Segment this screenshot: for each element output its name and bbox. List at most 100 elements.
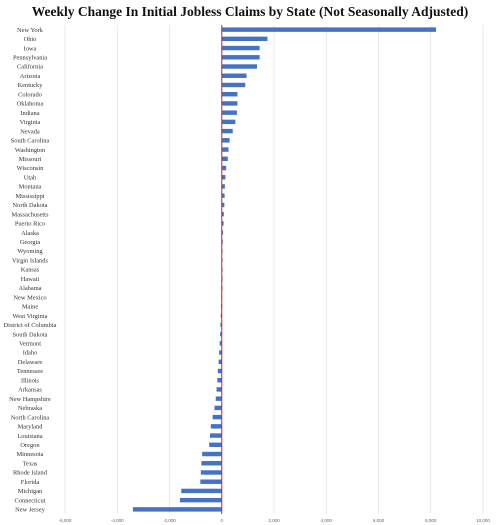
category-label: Illinois	[21, 377, 40, 384]
bar	[215, 396, 222, 401]
category-label: Nebraska	[18, 405, 42, 412]
bar	[221, 110, 237, 115]
category-label: Idaho	[23, 350, 38, 357]
bar	[221, 202, 225, 208]
bar	[209, 442, 222, 448]
category-label: Virginia	[20, 119, 41, 126]
bar	[221, 82, 246, 88]
category-label: Rhode Island	[13, 470, 48, 477]
bar	[218, 359, 222, 364]
x-tick-label: 10,000	[476, 518, 490, 523]
category-label: North Carolina	[11, 414, 50, 421]
category-label: South Dakota	[13, 331, 48, 338]
bar	[200, 470, 222, 475]
category-label: Puerto Rico	[15, 221, 45, 228]
category-label: North Dakota	[13, 202, 48, 209]
category-label: Alaska	[21, 230, 39, 237]
x-tick-label: 8,000	[425, 518, 437, 523]
bar	[216, 387, 222, 392]
bar	[221, 165, 227, 171]
category-label: Texas	[23, 460, 38, 467]
category-label: Washington	[15, 147, 46, 154]
category-label: Colorado	[18, 91, 42, 98]
bar	[212, 414, 222, 420]
bar	[221, 119, 236, 125]
bar	[221, 45, 260, 51]
bar	[221, 101, 238, 106]
bar	[221, 27, 436, 32]
category-label: Florida	[21, 479, 40, 486]
bar	[220, 331, 222, 337]
category-label: Maryland	[18, 424, 44, 431]
bar	[201, 461, 222, 466]
bar	[217, 368, 222, 374]
bar	[179, 497, 222, 503]
bar	[132, 507, 222, 512]
x-tick-label: 0	[220, 518, 223, 523]
bar	[221, 184, 225, 189]
category-label: Maine	[22, 304, 38, 311]
bar	[221, 128, 233, 134]
category-label: Michigan	[18, 488, 43, 495]
category-label: Georgia	[20, 239, 41, 246]
bar	[221, 55, 260, 60]
category-label: Alabama	[18, 285, 41, 292]
bar	[221, 64, 258, 69]
x-axis-tick-labels: -6,000 -4,000 -2,000 0 2,000 4,000 6,000 8,000 1…	[59, 518, 491, 523]
bar	[221, 175, 226, 180]
gridlines	[64, 25, 484, 514]
bar	[200, 479, 222, 484]
category-label: Louisiana	[17, 433, 42, 440]
category-label: Oklahoma	[17, 101, 44, 108]
category-label: Utah	[24, 174, 37, 181]
category-label: Kentucky	[18, 82, 44, 89]
category-label: Arkansas	[18, 387, 42, 394]
category-label: Arizona	[20, 73, 41, 80]
category-label: Mississippi	[15, 193, 44, 200]
bar	[209, 433, 222, 438]
bar	[219, 341, 222, 346]
category-label: New Hampshire	[9, 396, 51, 403]
x-tick-label: 2,000	[268, 518, 280, 523]
bars	[132, 27, 436, 512]
bar	[221, 73, 247, 78]
category-label: Ohio	[24, 36, 37, 43]
x-tick-label: 6,000	[373, 518, 385, 523]
category-label: Nevada	[20, 128, 40, 135]
x-tick-label: -6,000	[59, 518, 72, 523]
bar	[221, 211, 224, 217]
x-tick-label: -2,000	[163, 518, 176, 523]
bar	[221, 230, 224, 235]
chart-title: Weekly Change In Initial Jobless Claims …	[31, 4, 469, 19]
bar	[214, 405, 222, 411]
bar	[221, 147, 229, 152]
bar	[220, 313, 222, 318]
category-label: Iowa	[24, 45, 37, 52]
category-label: New Jersey	[15, 507, 45, 514]
category-labels: New York Ohio Iowa Pennsylvania California Ar…	[4, 27, 57, 514]
bar	[219, 350, 222, 355]
category-label: Pennsylvania	[13, 54, 47, 61]
category-label: Oregon	[20, 442, 40, 449]
bar	[221, 221, 224, 226]
category-label: Vermont	[19, 341, 41, 348]
category-label: Missouri	[19, 156, 42, 163]
category-label: Indiana	[20, 110, 39, 117]
category-label: District of Columbia	[4, 322, 57, 329]
category-label: New Mexico	[13, 294, 46, 301]
bar	[221, 193, 225, 198]
category-label: Connecticut	[15, 497, 46, 504]
bar	[181, 488, 222, 494]
bar	[202, 451, 222, 457]
category-label: California	[17, 64, 43, 71]
category-label: Kansas	[21, 267, 40, 274]
bar	[221, 91, 238, 97]
x-tick-label: -4,000	[111, 518, 124, 523]
category-label: Massachusetts	[12, 211, 49, 218]
category-label: Delaware	[18, 359, 43, 366]
category-label: Virgin Islands	[12, 257, 48, 264]
category-label: Wisconsin	[17, 165, 45, 172]
x-tick-label: 4,000	[321, 518, 333, 523]
bar	[220, 322, 222, 328]
